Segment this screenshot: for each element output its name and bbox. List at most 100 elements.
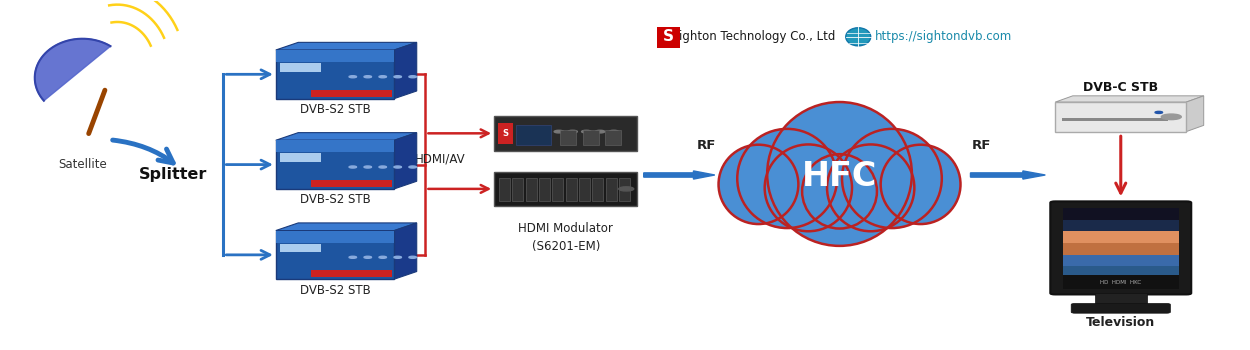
Text: Television: Television [1086, 316, 1155, 329]
FancyBboxPatch shape [516, 125, 551, 146]
Circle shape [394, 166, 401, 168]
Polygon shape [35, 39, 110, 101]
Ellipse shape [842, 129, 941, 228]
Text: HFC: HFC [801, 160, 877, 193]
FancyBboxPatch shape [499, 178, 510, 201]
Circle shape [394, 256, 401, 258]
FancyBboxPatch shape [1062, 243, 1179, 254]
Circle shape [364, 76, 371, 78]
FancyBboxPatch shape [566, 178, 576, 201]
FancyBboxPatch shape [1061, 118, 1168, 121]
Text: Splitter: Splitter [139, 168, 208, 182]
Polygon shape [970, 171, 1045, 179]
FancyBboxPatch shape [311, 180, 392, 187]
Text: RF: RF [972, 139, 991, 152]
Circle shape [409, 166, 416, 168]
Ellipse shape [719, 145, 799, 224]
FancyBboxPatch shape [311, 270, 392, 278]
Text: DVB-S2 STB: DVB-S2 STB [300, 284, 370, 297]
FancyBboxPatch shape [592, 178, 604, 201]
FancyBboxPatch shape [1062, 275, 1179, 289]
Circle shape [349, 76, 356, 78]
FancyBboxPatch shape [280, 244, 321, 252]
FancyBboxPatch shape [579, 178, 590, 201]
Circle shape [581, 130, 591, 133]
Ellipse shape [881, 145, 960, 224]
Ellipse shape [738, 129, 838, 228]
FancyBboxPatch shape [1062, 208, 1179, 220]
Text: HDMI/AV: HDMI/AV [415, 153, 466, 166]
FancyBboxPatch shape [526, 178, 536, 201]
Ellipse shape [846, 28, 871, 46]
FancyBboxPatch shape [1055, 102, 1186, 132]
FancyBboxPatch shape [560, 130, 576, 146]
FancyBboxPatch shape [1062, 231, 1179, 243]
Circle shape [349, 166, 356, 168]
Circle shape [1155, 111, 1162, 113]
FancyBboxPatch shape [494, 172, 638, 206]
FancyBboxPatch shape [619, 178, 630, 201]
FancyBboxPatch shape [1062, 254, 1179, 266]
Circle shape [349, 256, 356, 258]
Polygon shape [276, 133, 416, 140]
FancyBboxPatch shape [276, 50, 394, 62]
Text: Satellite: Satellite [58, 158, 106, 171]
FancyBboxPatch shape [1062, 208, 1179, 289]
FancyBboxPatch shape [276, 50, 394, 99]
Circle shape [554, 130, 564, 133]
FancyBboxPatch shape [582, 130, 599, 146]
FancyBboxPatch shape [1071, 303, 1170, 313]
FancyBboxPatch shape [1062, 220, 1179, 231]
FancyBboxPatch shape [280, 63, 321, 72]
FancyBboxPatch shape [1062, 278, 1179, 289]
FancyBboxPatch shape [1062, 266, 1179, 278]
FancyBboxPatch shape [512, 178, 524, 201]
Polygon shape [1055, 96, 1204, 102]
Ellipse shape [802, 154, 877, 229]
Polygon shape [644, 171, 715, 179]
FancyBboxPatch shape [658, 27, 680, 48]
Polygon shape [276, 223, 416, 231]
Ellipse shape [828, 145, 914, 231]
Circle shape [364, 256, 371, 258]
Text: (S6201-EM): (S6201-EM) [531, 240, 600, 253]
Circle shape [379, 256, 386, 258]
Circle shape [364, 166, 371, 168]
Text: DVB-C STB: DVB-C STB [1084, 80, 1159, 94]
Text: RF: RF [696, 139, 716, 152]
Circle shape [1161, 114, 1181, 120]
FancyBboxPatch shape [498, 123, 512, 144]
FancyBboxPatch shape [280, 153, 321, 162]
Polygon shape [1186, 96, 1204, 132]
Text: https://sightondvb.com: https://sightondvb.com [875, 30, 1011, 43]
Circle shape [409, 76, 416, 78]
FancyBboxPatch shape [276, 231, 394, 243]
FancyBboxPatch shape [605, 130, 621, 146]
Polygon shape [394, 42, 416, 99]
Text: S: S [664, 29, 674, 44]
FancyBboxPatch shape [311, 90, 392, 97]
FancyBboxPatch shape [1050, 201, 1191, 294]
Ellipse shape [765, 145, 853, 231]
Circle shape [394, 76, 401, 78]
Text: DVB-S2 STB: DVB-S2 STB [300, 194, 370, 206]
Ellipse shape [768, 102, 911, 246]
FancyBboxPatch shape [539, 178, 550, 201]
Text: S: S [503, 129, 509, 138]
Circle shape [379, 76, 386, 78]
FancyBboxPatch shape [494, 116, 638, 151]
Text: DVB-S2 STB: DVB-S2 STB [300, 103, 370, 116]
FancyBboxPatch shape [1095, 293, 1148, 305]
Circle shape [595, 130, 605, 133]
FancyBboxPatch shape [276, 231, 394, 279]
FancyBboxPatch shape [276, 140, 394, 153]
FancyBboxPatch shape [276, 140, 394, 189]
Polygon shape [276, 42, 416, 50]
Polygon shape [394, 133, 416, 189]
Text: HDMI Modulator: HDMI Modulator [519, 222, 614, 235]
Polygon shape [394, 223, 416, 279]
Text: HD  HDMI  HKC: HD HDMI HKC [1100, 280, 1141, 285]
FancyBboxPatch shape [552, 178, 564, 201]
Circle shape [609, 130, 619, 133]
Text: ighton Technology Co., Ltd: ighton Technology Co., Ltd [679, 30, 835, 43]
